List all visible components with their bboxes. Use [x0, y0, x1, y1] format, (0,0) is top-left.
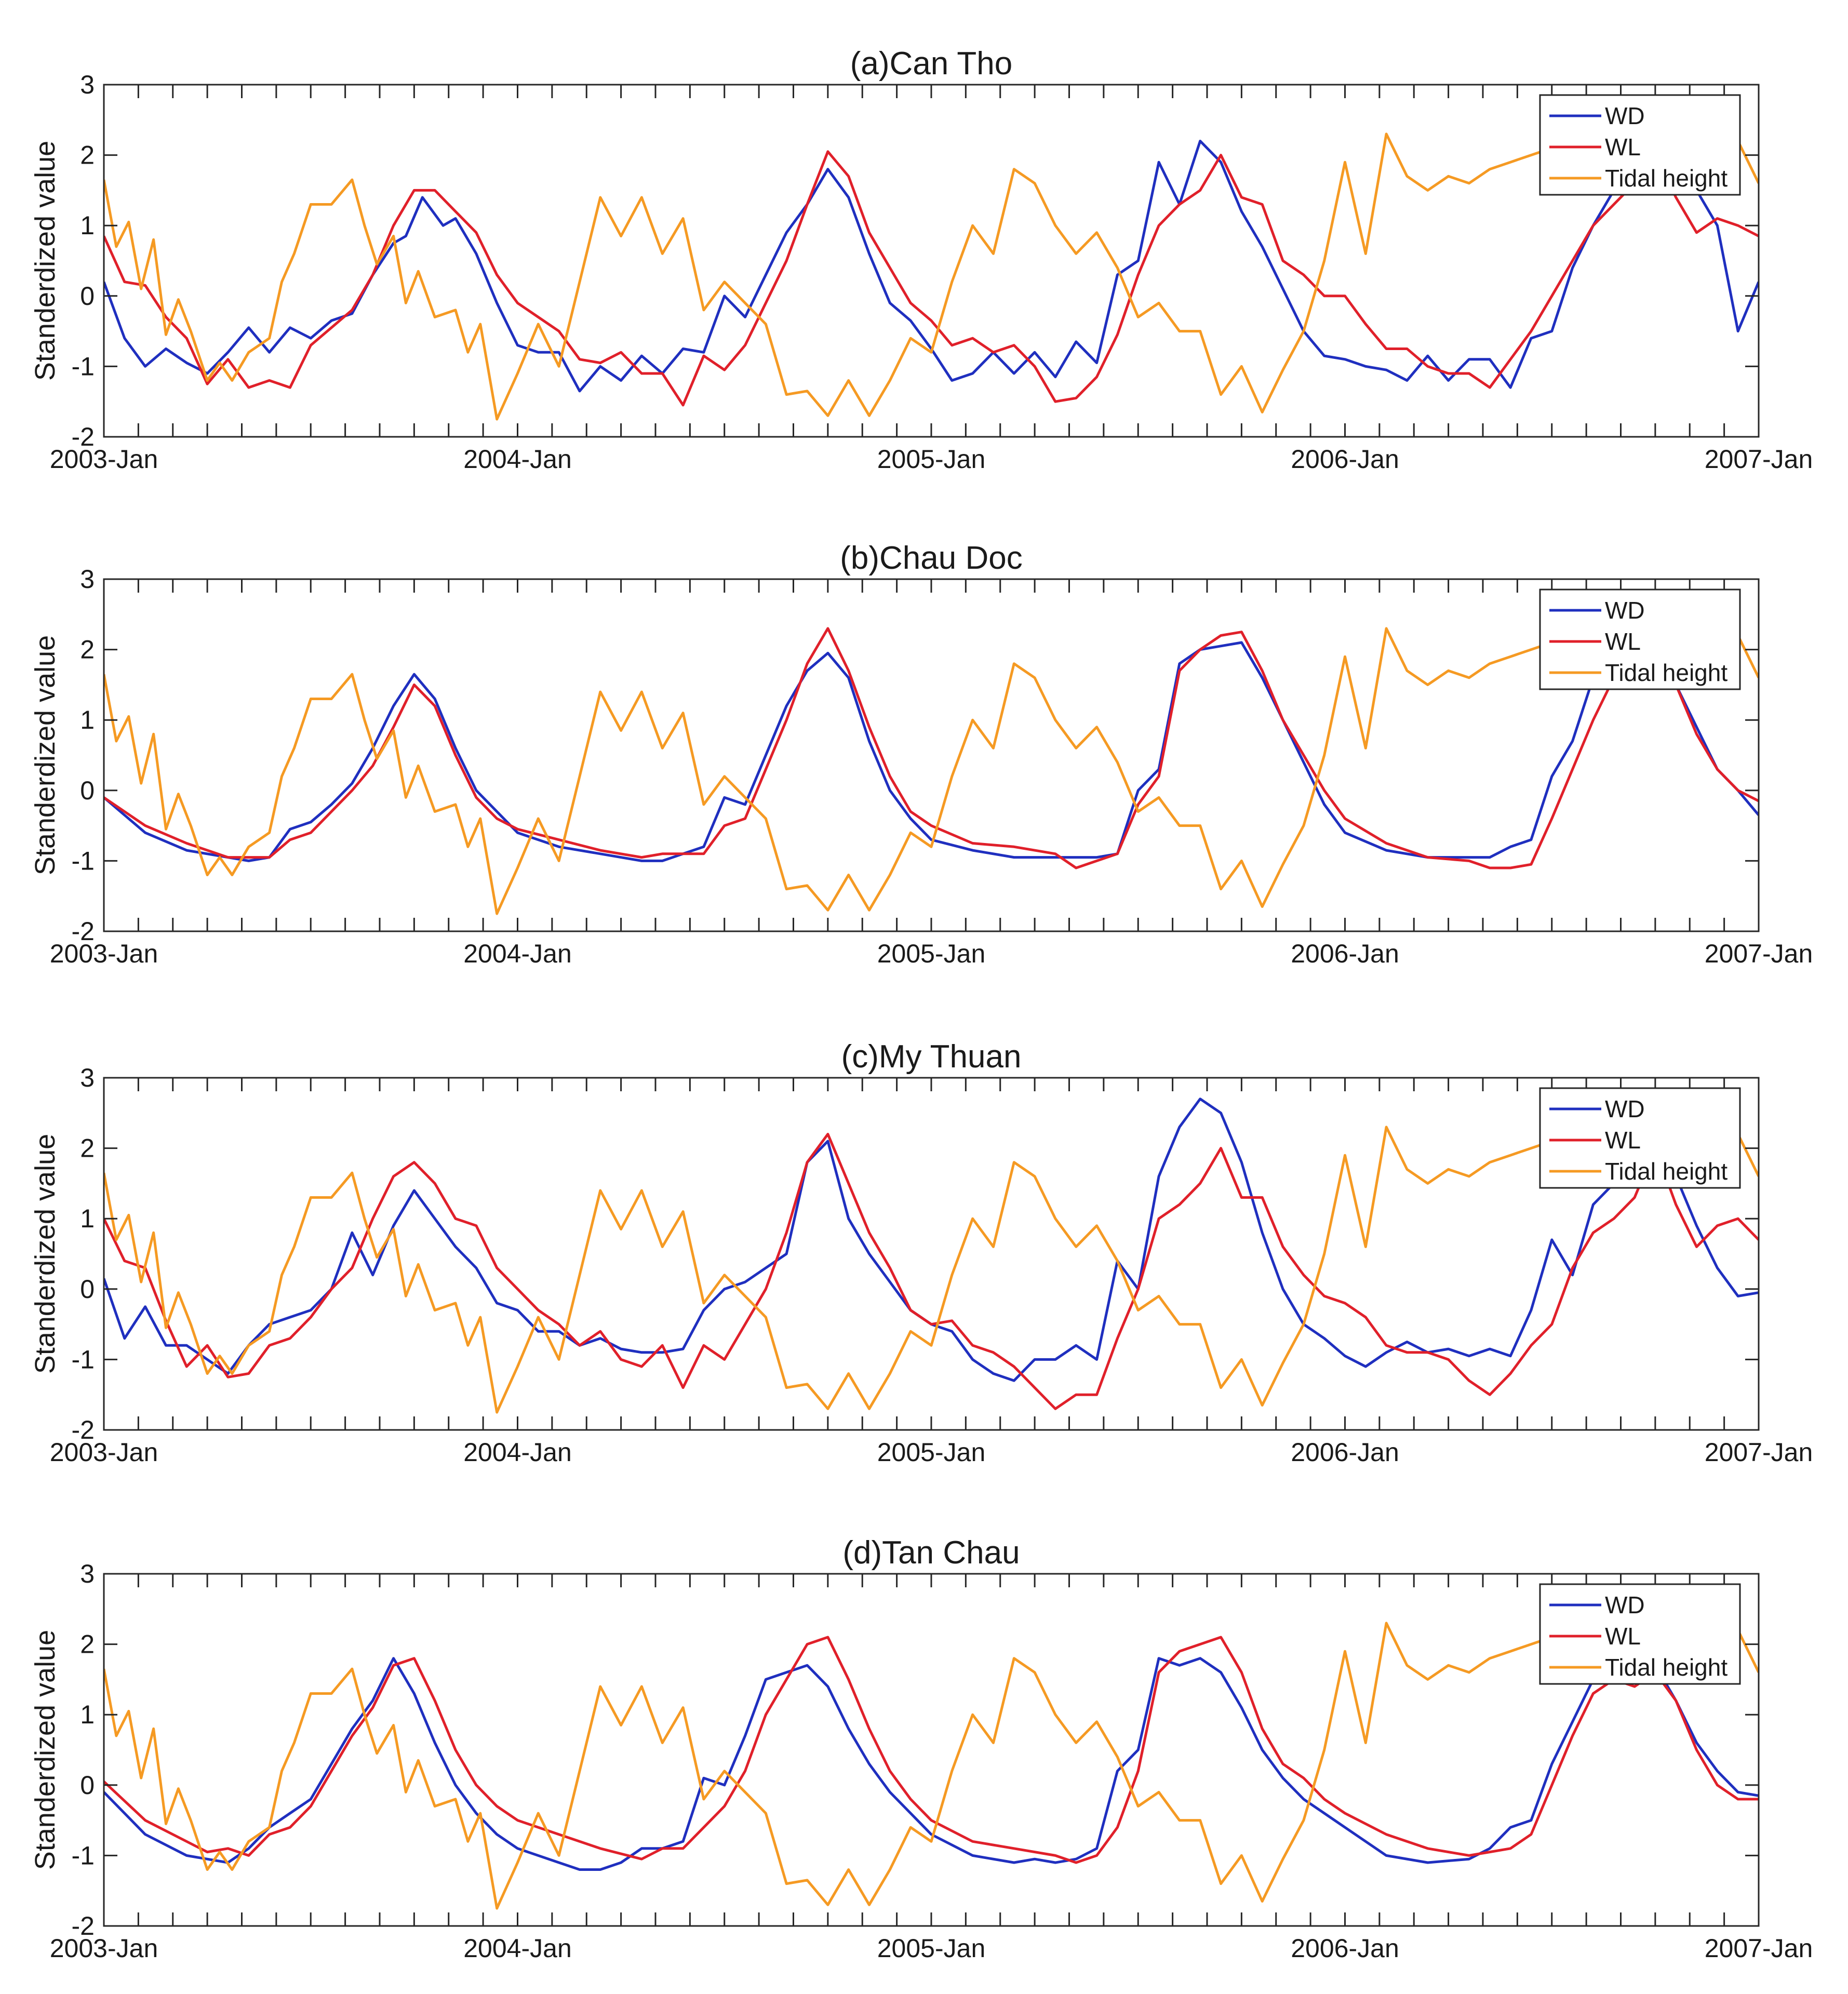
chart-title: (c)My Thuan	[841, 1039, 1022, 1075]
chart-panel-3: -2 -1 0 1 2 3 2003-Jan 2004-Jan 2005-Jan 2006-Jan…	[30, 1039, 1813, 1467]
series-group	[104, 132, 1759, 421]
x-tick-label: 2007-Jan	[1705, 1438, 1813, 1467]
y-tick-label: -1	[72, 846, 95, 875]
y-tick-label: 2	[80, 141, 95, 170]
x-tick-label: 2007-Jan	[1705, 445, 1813, 474]
x-tick-label: 2003-Jan	[50, 1934, 158, 1963]
legend-label: WD	[1605, 1591, 1645, 1618]
legend-label: WL	[1605, 133, 1641, 160]
y-tick-label: 3	[80, 1063, 95, 1092]
x-tick-label: 2006-Jan	[1291, 1934, 1399, 1963]
plot-frame	[103, 84, 1760, 438]
chart-title: (d)Tan Chau	[842, 1535, 1020, 1571]
y-tick-label: 0	[80, 1771, 95, 1800]
legend-label: Tidal height	[1605, 1158, 1728, 1185]
x-tick-label: 2003-Jan	[50, 445, 158, 474]
y-tick-label: -2	[72, 422, 95, 451]
series-group	[104, 1622, 1759, 1910]
series-line-tidal-height	[104, 627, 1759, 915]
x-tick-label: 2006-Jan	[1291, 1438, 1399, 1467]
y-axis-label: Standerdized value	[30, 635, 61, 875]
chart-title: (a)Can Tho	[850, 46, 1012, 82]
x-tick-label: 2006-Jan	[1291, 939, 1399, 968]
series-group	[104, 627, 1759, 915]
x-tick-label: 2005-Jan	[877, 939, 986, 968]
x-tick-label: 2004-Jan	[463, 1934, 572, 1963]
y-tick-label: 1	[80, 705, 95, 734]
y-tick-label: -1	[72, 1345, 95, 1374]
plot-frame	[103, 1077, 1760, 1431]
legend-label: Tidal height	[1605, 1654, 1728, 1681]
y-tick-label: 0	[80, 1275, 95, 1304]
y-tick-label: -2	[72, 1911, 95, 1941]
y-axis-label: Standerdized value	[30, 1134, 61, 1374]
x-tick-label: 2003-Jan	[50, 1438, 158, 1467]
x-tick-label: 2004-Jan	[463, 445, 572, 474]
x-tick-label: 2007-Jan	[1705, 1934, 1813, 1963]
legend-label: WD	[1605, 102, 1645, 129]
legend: WD WL Tidal height	[1539, 1087, 1741, 1189]
series-line-tidal-height	[104, 1622, 1759, 1910]
series-group	[104, 1098, 1759, 1414]
y-tick-label: -1	[72, 352, 95, 381]
x-tick-label: 2005-Jan	[877, 1934, 986, 1963]
series-line-wl	[104, 150, 1759, 407]
x-tick-label: 2005-Jan	[877, 445, 986, 474]
chart-panel-4: -2 -1 0 1 2 3 2003-Jan 2004-Jan 2005-Jan 2006-Jan…	[30, 1535, 1813, 1963]
x-tick-label: 2004-Jan	[463, 939, 572, 968]
legend: WD WL Tidal height	[1539, 588, 1741, 690]
y-tick-label: -2	[72, 1415, 95, 1444]
series-line-wd	[104, 1098, 1759, 1382]
y-axis-label: Standerdized value	[30, 141, 61, 381]
series-line-wl	[104, 1133, 1759, 1410]
legend: WD WL Tidal height	[1539, 1583, 1741, 1685]
series-line-tidal-height	[104, 1126, 1759, 1414]
y-tick-label: 1	[80, 1204, 95, 1233]
x-tick-label: 2007-Jan	[1705, 939, 1813, 968]
y-tick-label: -2	[72, 917, 95, 946]
y-tick-label: 3	[80, 1559, 95, 1588]
legend: WD WL Tidal height	[1539, 94, 1741, 196]
x-tick-label: 2006-Jan	[1291, 445, 1399, 474]
y-tick-label: 0	[80, 776, 95, 805]
chart-panel-2: -2 -1 0 1 2 3 2003-Jan 2004-Jan 2005-Jan 2006-Jan…	[30, 540, 1813, 968]
legend-label: WL	[1605, 628, 1641, 655]
series-line-wl	[104, 1636, 1759, 1864]
series-line-wd	[104, 641, 1759, 862]
y-tick-label: 2	[80, 635, 95, 664]
legend-label: Tidal height	[1605, 165, 1728, 192]
plot-frame	[103, 1573, 1760, 1927]
plot-frame	[103, 578, 1760, 932]
series-line-wd	[104, 1657, 1759, 1871]
legend-label: WL	[1605, 1623, 1641, 1650]
legend-label: WD	[1605, 597, 1645, 624]
series-line-tidal-height	[104, 132, 1759, 421]
y-tick-label: -1	[72, 1841, 95, 1870]
y-tick-label: 1	[80, 211, 95, 240]
x-tick-label: 2005-Jan	[877, 1438, 986, 1467]
y-tick-label: 2	[80, 1134, 95, 1163]
legend-label: Tidal height	[1605, 659, 1728, 686]
y-tick-label: 0	[80, 282, 95, 311]
x-tick-label: 2004-Jan	[463, 1438, 572, 1467]
y-tick-label: 3	[80, 565, 95, 594]
y-tick-label: 1	[80, 1700, 95, 1729]
y-tick-label: 3	[80, 70, 95, 99]
chart-title: (b)Chau Doc	[840, 540, 1022, 576]
chart-panel-1: -2 -1 0 1 2 3 2003-Jan 2004-Jan 2005-Jan 2006-Jan…	[30, 46, 1813, 474]
series-line-wl	[104, 627, 1759, 869]
legend-label: WD	[1605, 1095, 1645, 1122]
y-axis-label: Standerdized value	[30, 1630, 61, 1870]
x-tick-label: 2003-Jan	[50, 939, 158, 968]
legend-label: WL	[1605, 1127, 1641, 1154]
series-line-wd	[104, 140, 1759, 393]
y-tick-label: 2	[80, 1630, 95, 1659]
